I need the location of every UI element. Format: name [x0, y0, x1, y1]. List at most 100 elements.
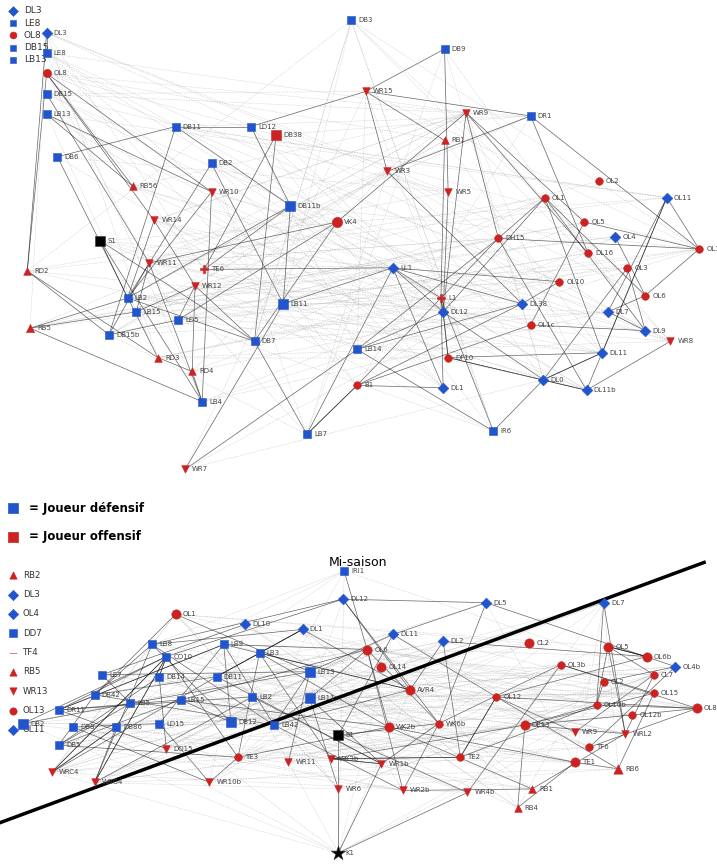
Text: DB2: DB2 [30, 720, 44, 727]
Text: DB6: DB6 [65, 153, 79, 160]
Point [41, 67, 52, 81]
Text: RB6: RB6 [625, 766, 640, 772]
Text: DL12: DL12 [450, 309, 468, 315]
Text: OL4b: OL4b [683, 663, 701, 669]
Text: OL13: OL13 [23, 706, 45, 715]
Text: IRI1: IRI1 [351, 568, 364, 574]
Point [609, 230, 621, 244]
Text: Mi-saison: Mi-saison [329, 557, 388, 570]
Point [622, 261, 633, 275]
Text: WR6: WR6 [346, 786, 361, 792]
Text: DB42: DB42 [102, 692, 120, 698]
Text: WR7: WR7 [192, 466, 208, 473]
Point [582, 246, 594, 260]
Point [579, 215, 590, 229]
Point [593, 174, 604, 188]
Point [442, 185, 454, 199]
Text: WR9: WR9 [473, 109, 489, 115]
Text: OL11: OL11 [674, 194, 692, 200]
Text: DB11b: DB11b [298, 203, 321, 209]
Point [170, 608, 181, 622]
Point [211, 670, 222, 684]
Text: OL1: OL1 [183, 611, 196, 617]
Text: DL1: DL1 [310, 626, 323, 632]
Text: LB13: LB13 [317, 668, 335, 675]
Text: DB15b: DB15b [116, 332, 139, 338]
Point [7, 93, 19, 107]
Point [612, 762, 624, 776]
Text: DO15: DO15 [174, 746, 193, 752]
Text: LD12: LD12 [258, 123, 276, 129]
Text: LD15: LD15 [166, 720, 184, 727]
Text: LB2: LB2 [260, 694, 272, 700]
Point [52, 150, 63, 164]
Text: LB14: LB14 [364, 347, 381, 352]
Point [351, 378, 363, 392]
Point [361, 642, 373, 656]
Text: WR11: WR11 [295, 759, 316, 766]
Point [189, 279, 201, 293]
Point [122, 291, 133, 305]
Point [455, 750, 466, 764]
Text: DL12: DL12 [350, 596, 368, 603]
Text: RD3: RD3 [165, 355, 179, 361]
Point [161, 649, 172, 663]
Point [460, 106, 472, 120]
Point [404, 683, 416, 697]
Point [648, 687, 660, 701]
Text: DB14: DB14 [166, 674, 185, 680]
Point [17, 717, 29, 731]
Text: LB11: LB11 [290, 301, 308, 307]
Text: OL5: OL5 [615, 643, 629, 649]
Text: = Joueur offensif: = Joueur offensif [29, 531, 141, 543]
Text: OL1c: OL1c [538, 322, 556, 328]
Point [225, 715, 237, 729]
Text: DB9: DB9 [452, 46, 466, 52]
Text: L1: L1 [448, 295, 457, 301]
Point [462, 786, 473, 799]
Text: OL10: OL10 [566, 278, 584, 284]
Text: WR15: WR15 [373, 88, 394, 95]
Point [277, 297, 289, 310]
Text: LB15: LB15 [143, 309, 161, 315]
Point [326, 752, 337, 766]
Text: LB13: LB13 [24, 55, 47, 64]
Text: OL2: OL2 [606, 179, 619, 185]
Point [7, 831, 19, 844]
Point [22, 264, 33, 278]
Point [152, 350, 163, 364]
Point [186, 364, 198, 378]
Text: IR6: IR6 [500, 428, 512, 434]
Text: LB9: LB9 [231, 642, 244, 648]
Point [7, 501, 19, 515]
Text: OL5: OL5 [592, 219, 605, 225]
Text: OL14: OL14 [389, 663, 407, 669]
Point [301, 427, 313, 441]
Text: S1: S1 [108, 238, 116, 244]
Text: LE8: LE8 [54, 50, 67, 56]
Point [172, 313, 184, 327]
Text: RB56: RB56 [140, 183, 158, 189]
Text: OL8: OL8 [704, 706, 717, 712]
Point [693, 242, 705, 256]
Point [490, 690, 502, 704]
Point [268, 718, 280, 732]
Point [199, 263, 210, 277]
Point [670, 660, 681, 674]
Text: RD2: RD2 [34, 268, 49, 274]
Text: AVR4: AVR4 [417, 687, 435, 693]
Text: WR10: WR10 [219, 189, 239, 195]
Point [7, 799, 19, 813]
Point [581, 383, 592, 397]
Point [89, 775, 100, 789]
Point [7, 31, 19, 45]
Text: DL10: DL10 [252, 622, 270, 628]
Point [488, 424, 499, 438]
Point [153, 717, 165, 731]
Point [247, 690, 258, 704]
Text: DL1: DL1 [450, 385, 464, 391]
Point [249, 335, 260, 349]
Point [387, 628, 399, 642]
Point [232, 750, 244, 764]
Point [641, 649, 652, 663]
